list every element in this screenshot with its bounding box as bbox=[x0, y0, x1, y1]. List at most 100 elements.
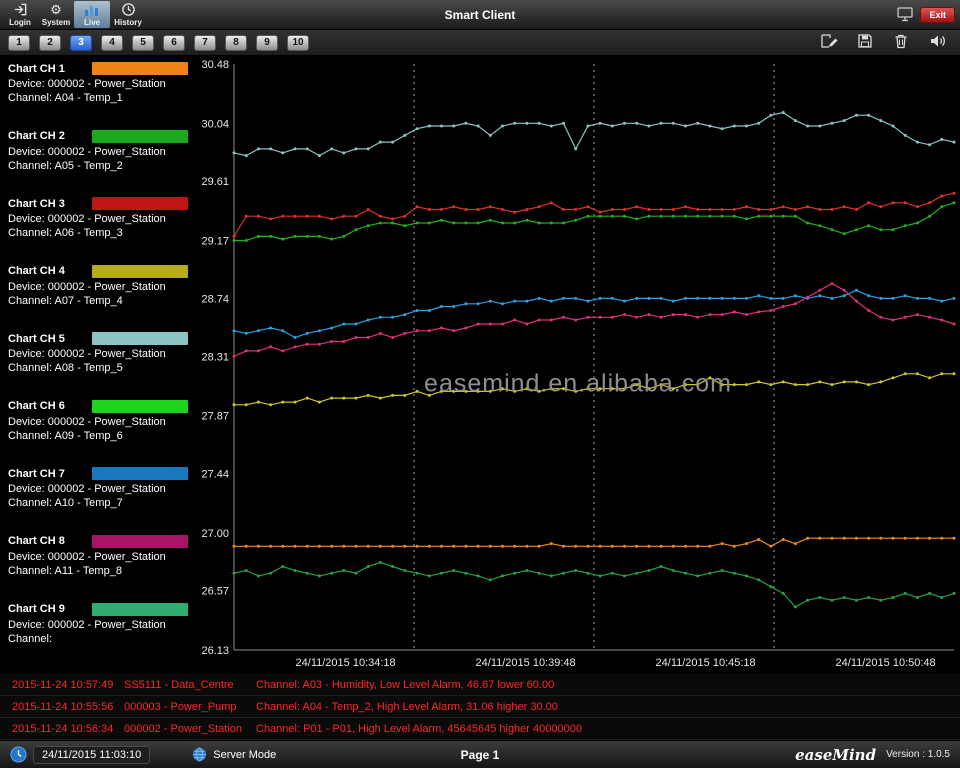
monitor-icon[interactable] bbox=[897, 7, 913, 22]
alarm-message: Channel: P01 - P01, High Level Alarm, 45… bbox=[256, 723, 960, 735]
legend-device: Device: 000002 - Power_Station bbox=[8, 550, 196, 564]
alarm-device: SS5111 - Data_Centre bbox=[124, 679, 256, 691]
legend-title: Chart CH 8 bbox=[8, 535, 92, 547]
legend-item-ch3[interactable]: Chart CH 3 Device: 000002 - Power_Statio… bbox=[8, 197, 196, 265]
nav-live[interactable]: Live bbox=[74, 1, 110, 28]
nav-login[interactable]: Login bbox=[2, 1, 38, 28]
alarm-time: 2015-11-24 10:57:49 bbox=[12, 679, 124, 691]
svg-text:27.87: 27.87 bbox=[201, 411, 229, 423]
tab-8[interactable]: 8 bbox=[225, 35, 247, 51]
legend-color-swatch bbox=[92, 265, 188, 278]
edit-button[interactable] bbox=[818, 34, 840, 52]
top-navigation-bar: Login ⚙ System Live History Smart Client bbox=[0, 0, 960, 30]
svg-text:24/11/2015 10:39:48: 24/11/2015 10:39:48 bbox=[476, 657, 576, 669]
legend-item-ch1[interactable]: Chart CH 1 Device: 000002 - Power_Statio… bbox=[8, 62, 196, 130]
legend-title: Chart CH 2 bbox=[8, 130, 92, 142]
alarm-row[interactable]: 2015-11-24 10:57:49 SS5111 - Data_Centre… bbox=[0, 674, 960, 696]
legend-color-swatch bbox=[92, 130, 188, 143]
legend-color-swatch bbox=[92, 603, 188, 616]
legend-channel: Channel: A09 - Temp_6 bbox=[8, 429, 196, 443]
legend-color-swatch bbox=[92, 467, 188, 480]
history-clock-icon bbox=[121, 2, 136, 17]
status-bar: 24/11/2015 11:03:10 Server Mode Page 1 e… bbox=[0, 740, 960, 768]
legend-channel: Channel: bbox=[8, 632, 196, 646]
legend-device: Device: 000002 - Power_Station bbox=[8, 347, 196, 361]
save-icon bbox=[857, 33, 873, 52]
alarm-time: 2015-11-24 10:55:56 bbox=[12, 701, 124, 713]
svg-text:29.61: 29.61 bbox=[201, 176, 229, 188]
alarm-row[interactable]: 2015-11-24 10:55:56 000003 - Power_Pump … bbox=[0, 696, 960, 718]
nav-system-label: System bbox=[42, 18, 70, 27]
gear-icon: ⚙ bbox=[50, 2, 62, 17]
trash-icon bbox=[894, 33, 908, 52]
page-indicator: Page 1 bbox=[461, 748, 500, 762]
top-right-group: Exit bbox=[897, 7, 960, 23]
legend-item-ch8[interactable]: Chart CH 8 Device: 000002 - Power_Statio… bbox=[8, 535, 196, 603]
legend-title: Chart CH 7 bbox=[8, 468, 92, 480]
legend-channel: Channel: A11 - Temp_8 bbox=[8, 564, 196, 578]
chart-toolbar bbox=[818, 34, 952, 52]
legend-channel: Channel: A07 - Temp_4 bbox=[8, 294, 196, 308]
tab-row: 1 2 3 4 5 6 7 8 9 10 bbox=[0, 30, 960, 56]
tab-10[interactable]: 10 bbox=[287, 35, 309, 51]
legend-color-swatch bbox=[92, 197, 188, 210]
tab-2[interactable]: 2 bbox=[39, 35, 61, 51]
main-area: Chart CH 1 Device: 000002 - Power_Statio… bbox=[0, 56, 960, 674]
nav-system[interactable]: ⚙ System bbox=[38, 1, 74, 28]
svg-text:27.00: 27.00 bbox=[201, 528, 229, 540]
legend-item-ch2[interactable]: Chart CH 2 Device: 000002 - Power_Statio… bbox=[8, 130, 196, 198]
tab-5[interactable]: 5 bbox=[132, 35, 154, 51]
legend-channel: Channel: A08 - Temp_5 bbox=[8, 361, 196, 375]
legend-color-swatch bbox=[92, 400, 188, 413]
legend-device: Device: 000002 - Power_Station bbox=[8, 482, 196, 496]
tab-6[interactable]: 6 bbox=[163, 35, 185, 51]
nav-history[interactable]: History bbox=[110, 1, 146, 28]
tab-7[interactable]: 7 bbox=[194, 35, 216, 51]
legend-color-swatch bbox=[92, 62, 188, 75]
status-datetime: 24/11/2015 11:03:10 bbox=[33, 746, 150, 764]
tab-9[interactable]: 9 bbox=[256, 35, 278, 51]
chart-legend-sidebar: Chart CH 1 Device: 000002 - Power_Statio… bbox=[0, 56, 196, 674]
svg-text:30.48: 30.48 bbox=[201, 59, 229, 71]
svg-text:27.44: 27.44 bbox=[201, 469, 229, 481]
legend-color-swatch bbox=[92, 535, 188, 548]
nav-history-label: History bbox=[114, 18, 142, 27]
legend-title: Chart CH 5 bbox=[8, 333, 92, 345]
exit-button[interactable]: Exit bbox=[920, 7, 955, 23]
legend-item-ch4[interactable]: Chart CH 4 Device: 000002 - Power_Statio… bbox=[8, 265, 196, 333]
login-icon bbox=[13, 2, 28, 17]
audio-button[interactable] bbox=[926, 34, 948, 52]
svg-text:26.13: 26.13 bbox=[201, 645, 229, 657]
alarm-message: Channel: A03 - Humidity, Low Level Alarm… bbox=[256, 679, 960, 691]
alarm-device: 000002 - Power_Station bbox=[124, 723, 256, 735]
legend-channel: Channel: A04 - Temp_1 bbox=[8, 91, 196, 105]
clock-icon bbox=[10, 746, 27, 763]
legend-item-ch5[interactable]: Chart CH 5 Device: 000002 - Power_Statio… bbox=[8, 332, 196, 400]
legend-title: Chart CH 4 bbox=[8, 265, 92, 277]
alarm-message: Channel: A04 - Temp_2, High Level Alarm,… bbox=[256, 701, 960, 713]
svg-text:28.74: 28.74 bbox=[201, 293, 229, 305]
tab-4[interactable]: 4 bbox=[101, 35, 123, 51]
tab-3[interactable]: 3 bbox=[70, 35, 92, 51]
chart-area: 26.1326.5727.0027.4427.8728.3128.7429.17… bbox=[196, 56, 960, 674]
legend-item-ch6[interactable]: Chart CH 6 Device: 000002 - Power_Statio… bbox=[8, 400, 196, 468]
legend-device: Device: 000002 - Power_Station bbox=[8, 77, 196, 91]
nav-live-label: Live bbox=[84, 18, 100, 27]
page-tabs: 1 2 3 4 5 6 7 8 9 10 bbox=[8, 35, 309, 51]
tab-1[interactable]: 1 bbox=[8, 35, 30, 51]
alarm-row[interactable]: 2015-11-24 10:56:34 000002 - Power_Stati… bbox=[0, 718, 960, 740]
alarm-list: 2015-11-24 10:57:49 SS5111 - Data_Centre… bbox=[0, 674, 960, 740]
app-title: Smart Client bbox=[445, 8, 516, 22]
legend-item-ch9[interactable]: Chart CH 9 Device: 000002 - Power_Statio… bbox=[8, 603, 196, 671]
nav-login-label: Login bbox=[9, 18, 31, 27]
save-button[interactable] bbox=[854, 34, 876, 52]
delete-button[interactable] bbox=[890, 34, 912, 52]
server-mode-label: Server Mode bbox=[213, 749, 276, 761]
version-label: Version : 1.0.5 bbox=[886, 749, 950, 760]
globe-icon bbox=[192, 747, 207, 762]
alarm-device: 000003 - Power_Pump bbox=[124, 701, 256, 713]
svg-text:24/11/2015 10:45:18: 24/11/2015 10:45:18 bbox=[656, 657, 756, 669]
legend-item-ch7[interactable]: Chart CH 7 Device: 000002 - Power_Statio… bbox=[8, 467, 196, 535]
trend-chart: 26.1326.5727.0027.4427.8728.3128.7429.17… bbox=[196, 56, 960, 674]
svg-text:30.04: 30.04 bbox=[201, 118, 229, 130]
